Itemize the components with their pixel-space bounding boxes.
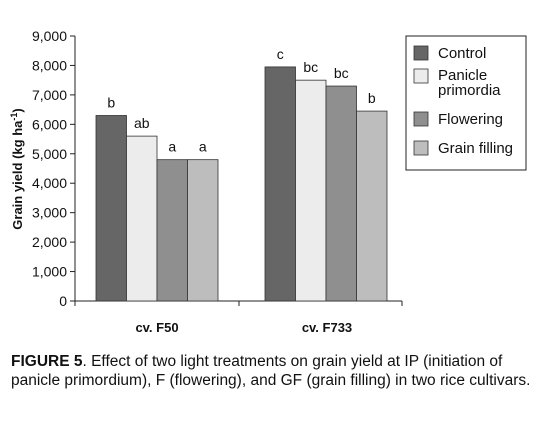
bar-significance-label: b (368, 90, 376, 106)
y-tick-label: 0 (59, 293, 67, 309)
bar-significance-label: bc (303, 59, 318, 75)
y-tick-label: 1,000 (32, 264, 67, 280)
legend-entry-label: Control (438, 45, 486, 62)
x-category-label: cv. F733 (302, 320, 352, 335)
figure-caption: FIGURE 5. Effect of two light treatments… (11, 352, 533, 390)
bar (356, 110, 388, 302)
bar (156, 159, 188, 302)
bar (325, 85, 357, 302)
bar (295, 79, 327, 302)
y-tick-label: 8,000 (32, 57, 67, 73)
bar-significance-label: b (107, 95, 115, 111)
y-tick-label: 2,000 (32, 234, 67, 250)
legend-swatch (413, 45, 429, 61)
legend-swatch (413, 68, 429, 84)
bar (95, 115, 127, 302)
bar-significance-label: bc (334, 65, 349, 81)
y-tick-label: 4,000 (32, 175, 67, 191)
figure-caption-text: . Effect of two light treatments on grai… (11, 353, 531, 389)
grain-yield-bar-chart: 0 1,000 2,000 3,000 4,000 5,000 6,000 7,000 8,00… (9, 28, 527, 335)
bar-significance-label: a (168, 139, 176, 155)
y-tick-label: 5,000 (32, 146, 67, 162)
y-tick-label: 3,000 (32, 205, 67, 221)
x-category-label: cv. F50 (135, 320, 178, 335)
legend-entry-label: Flowering (438, 111, 503, 128)
y-tick-label: 9,000 (32, 28, 67, 44)
y-tick-label: 6,000 (32, 116, 67, 132)
legend-entry-label: Grain filling (438, 140, 513, 157)
bar-significance-label: c (277, 46, 284, 62)
bar (187, 159, 219, 302)
bar-significance-label: ab (134, 115, 150, 131)
bar (126, 135, 158, 302)
figure-caption-label: FIGURE 5 (11, 353, 83, 370)
legend-swatch (413, 140, 429, 156)
y-tick-label: 7,000 (32, 87, 67, 103)
legend-swatch (413, 111, 429, 127)
bar (264, 66, 296, 302)
y-axis-title: Grain yield (kg ha-1) (9, 108, 25, 229)
bar-significance-label: a (199, 139, 207, 155)
legend-entry-label: Panicle primordia (438, 67, 501, 99)
